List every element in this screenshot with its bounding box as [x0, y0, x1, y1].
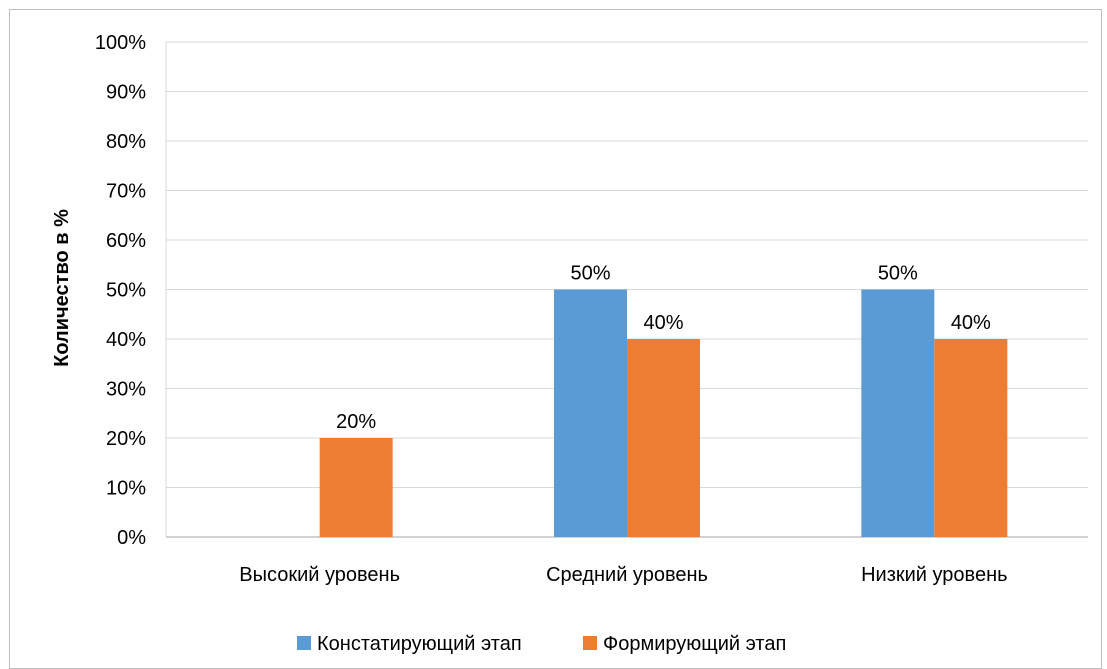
data-label: 40%	[643, 312, 683, 334]
y-tick-label: 50%	[106, 280, 146, 302]
legend-swatch	[297, 636, 311, 650]
x-category-label: Низкий уровень	[861, 564, 1007, 586]
y-axis-ticks: 0% 10% 20% 30% 40% 50% 60% 70% 80% 90% 100%	[95, 32, 146, 549]
y-tick-label: 60%	[106, 230, 146, 252]
y-axis-title: Количество в %	[51, 209, 73, 367]
legend: Констатирующий этап Формирующий этап	[297, 633, 786, 655]
x-category-label: Высокий уровень	[239, 564, 400, 586]
legend-label: Констатирующий этап	[317, 633, 522, 655]
y-tick-label: 40%	[106, 329, 146, 351]
bar-2-3	[934, 339, 1008, 537]
y-tick-label: 80%	[106, 131, 146, 153]
x-category-label: Средний уровень	[546, 564, 708, 586]
y-tick-label: 20%	[106, 428, 146, 450]
bar-1-2	[554, 289, 627, 537]
data-label: 40%	[951, 312, 991, 334]
bars	[319, 289, 1008, 537]
y-tick-label: 100%	[95, 32, 146, 54]
x-axis-categories: Высокий уровень Средний уровень Низкий уро…	[239, 564, 1007, 586]
y-tick-label: 10%	[106, 478, 146, 500]
data-label: 50%	[570, 263, 610, 285]
data-labels: 20% 50% 40% 50% 40%	[336, 263, 991, 434]
data-label: 50%	[878, 263, 918, 285]
legend-swatch	[583, 636, 597, 650]
data-label: 20%	[336, 411, 376, 433]
bar-2-1	[319, 438, 393, 537]
y-tick-label: 0%	[117, 527, 146, 549]
y-tick-label: 70%	[106, 181, 146, 203]
y-tick-label: 30%	[106, 379, 146, 401]
legend-label: Формирующий этап	[603, 633, 786, 655]
y-tick-label: 90%	[106, 82, 146, 104]
bar-2-2	[627, 339, 700, 537]
bar-1-3	[861, 289, 935, 537]
